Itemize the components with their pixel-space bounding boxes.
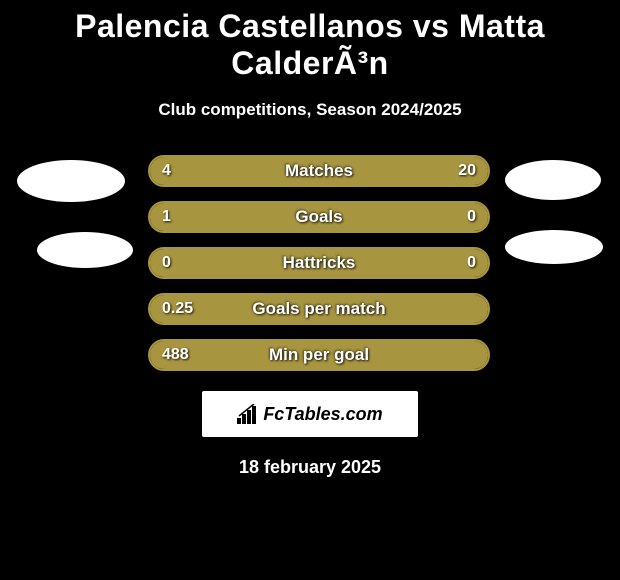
stat-bars: 4 Matches 20 1 Goals 0 0 Hattricks 0 bbox=[148, 155, 490, 371]
stat-label: Goals per match bbox=[252, 299, 385, 319]
stat-label: Min per goal bbox=[269, 345, 369, 365]
logo-text: FcTables.com bbox=[263, 404, 382, 425]
stat-row-hattricks: 0 Hattricks 0 bbox=[148, 247, 490, 279]
stat-value-left: 0.25 bbox=[162, 300, 193, 318]
left-avatar-column bbox=[17, 155, 133, 268]
stats-comparison-panel: Palencia Castellanos vs Matta CalderÃ³n … bbox=[0, 0, 620, 478]
stat-value-left: 1 bbox=[162, 208, 171, 226]
stat-row-goals: 1 Goals 0 bbox=[148, 201, 490, 233]
bar-left-goals bbox=[150, 203, 420, 231]
stat-row-matches: 4 Matches 20 bbox=[148, 155, 490, 187]
chart-icon bbox=[237, 404, 259, 424]
subtitle: Club competitions, Season 2024/2025 bbox=[0, 100, 620, 120]
player-avatar-right-2 bbox=[505, 230, 603, 264]
stat-value-left: 0 bbox=[162, 254, 171, 272]
player-avatar-left-2 bbox=[37, 232, 133, 268]
date-text: 18 february 2025 bbox=[0, 457, 620, 478]
bar-left-matches bbox=[150, 157, 207, 185]
chart-area: 4 Matches 20 1 Goals 0 0 Hattricks 0 bbox=[0, 155, 620, 371]
stat-label: Matches bbox=[285, 161, 353, 181]
stat-label: Goals bbox=[295, 207, 342, 227]
stat-value-left: 4 bbox=[162, 162, 171, 180]
stat-value-right: 0 bbox=[467, 254, 476, 272]
bar-right-goals bbox=[420, 203, 488, 231]
stat-row-mpg: 488 Min per goal bbox=[148, 339, 490, 371]
stat-row-gpm: 0.25 Goals per match bbox=[148, 293, 490, 325]
right-avatar-column bbox=[505, 155, 603, 264]
stat-label: Hattricks bbox=[283, 253, 356, 273]
stat-value-left: 488 bbox=[162, 346, 189, 364]
page-title: Palencia Castellanos vs Matta CalderÃ³n bbox=[0, 8, 620, 82]
player-avatar-right-1 bbox=[505, 160, 601, 200]
fctables-logo[interactable]: FcTables.com bbox=[202, 391, 418, 437]
stat-value-right: 20 bbox=[458, 162, 476, 180]
player-avatar-left-1 bbox=[17, 160, 125, 202]
stat-value-right: 0 bbox=[467, 208, 476, 226]
